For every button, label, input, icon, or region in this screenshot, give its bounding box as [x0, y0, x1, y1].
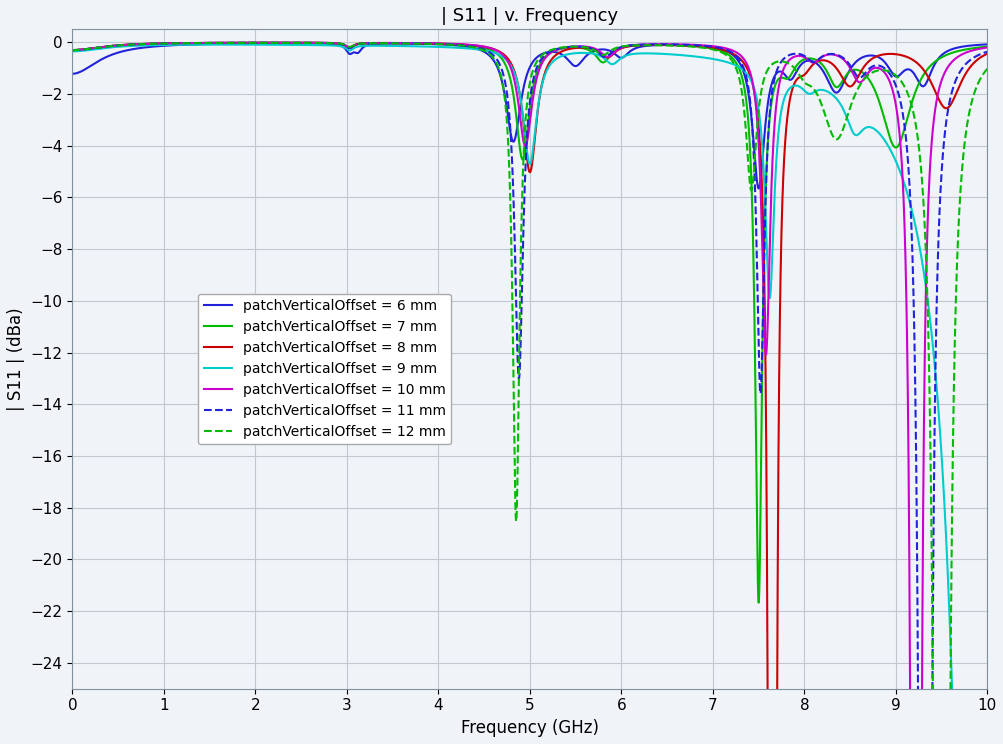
patchVerticalOffset = 7 mm	[415, 39, 427, 48]
patchVerticalOffset = 9 mm	[233, 40, 245, 49]
patchVerticalOffset = 8 mm	[66, 45, 78, 54]
Line: patchVerticalOffset = 12 mm: patchVerticalOffset = 12 mm	[72, 43, 986, 744]
patchVerticalOffset = 6 mm	[415, 39, 427, 48]
patchVerticalOffset = 9 mm	[818, 86, 830, 95]
patchVerticalOffset = 11 mm	[748, 193, 760, 202]
patchVerticalOffset = 11 mm	[661, 40, 673, 49]
patchVerticalOffset = 7 mm	[980, 42, 992, 51]
Line: patchVerticalOffset = 6 mm: patchVerticalOffset = 6 mm	[72, 43, 986, 188]
patchVerticalOffset = 10 mm	[615, 43, 627, 52]
patchVerticalOffset = 8 mm	[661, 40, 673, 49]
patchVerticalOffset = 8 mm	[233, 39, 245, 48]
patchVerticalOffset = 6 mm	[615, 54, 627, 62]
patchVerticalOffset = 7 mm	[271, 38, 283, 47]
patchVerticalOffset = 7 mm	[233, 39, 245, 48]
patchVerticalOffset = 12 mm	[818, 109, 830, 118]
Line: patchVerticalOffset = 11 mm: patchVerticalOffset = 11 mm	[72, 42, 986, 744]
patchVerticalOffset = 11 mm	[818, 51, 830, 60]
patchVerticalOffset = 12 mm	[415, 39, 427, 48]
patchVerticalOffset = 7 mm	[748, 377, 760, 386]
patchVerticalOffset = 11 mm	[980, 47, 992, 56]
Line: patchVerticalOffset = 7 mm: patchVerticalOffset = 7 mm	[72, 42, 986, 603]
patchVerticalOffset = 11 mm	[271, 38, 283, 47]
patchVerticalOffset = 6 mm	[233, 39, 245, 48]
patchVerticalOffset = 11 mm	[233, 39, 245, 48]
patchVerticalOffset = 6 mm	[288, 39, 300, 48]
Line: patchVerticalOffset = 9 mm: patchVerticalOffset = 9 mm	[72, 45, 986, 744]
patchVerticalOffset = 7 mm	[66, 45, 78, 54]
patchVerticalOffset = 8 mm	[415, 39, 427, 48]
patchVerticalOffset = 10 mm	[980, 43, 992, 52]
patchVerticalOffset = 6 mm	[748, 159, 760, 168]
patchVerticalOffset = 10 mm	[233, 38, 245, 47]
patchVerticalOffset = 12 mm	[615, 42, 627, 51]
patchVerticalOffset = 10 mm	[276, 38, 288, 47]
patchVerticalOffset = 8 mm	[980, 49, 992, 58]
patchVerticalOffset = 10 mm	[66, 45, 78, 54]
patchVerticalOffset = 6 mm	[980, 40, 992, 49]
patchVerticalOffset = 12 mm	[66, 45, 78, 54]
X-axis label: Frequency (GHz): Frequency (GHz)	[460, 719, 599, 737]
patchVerticalOffset = 7 mm	[615, 43, 627, 52]
patchVerticalOffset = 7 mm	[661, 41, 673, 50]
patchVerticalOffset = 10 mm	[818, 51, 830, 60]
patchVerticalOffset = 6 mm	[66, 69, 78, 78]
patchVerticalOffset = 9 mm	[216, 40, 228, 49]
patchVerticalOffset = 9 mm	[615, 54, 627, 62]
patchVerticalOffset = 8 mm	[272, 38, 284, 47]
Y-axis label: | S11 | (dBa): | S11 | (dBa)	[7, 307, 25, 411]
patchVerticalOffset = 7 mm	[818, 64, 830, 73]
Line: patchVerticalOffset = 10 mm: patchVerticalOffset = 10 mm	[72, 42, 986, 744]
patchVerticalOffset = 9 mm	[748, 88, 760, 97]
patchVerticalOffset = 11 mm	[415, 39, 427, 48]
patchVerticalOffset = 8 mm	[818, 56, 830, 65]
patchVerticalOffset = 12 mm	[748, 147, 760, 155]
patchVerticalOffset = 9 mm	[415, 42, 427, 51]
patchVerticalOffset = 10 mm	[661, 39, 673, 48]
patchVerticalOffset = 11 mm	[615, 42, 627, 51]
patchVerticalOffset = 10 mm	[415, 39, 427, 48]
patchVerticalOffset = 6 mm	[818, 70, 830, 79]
patchVerticalOffset = 12 mm	[980, 64, 992, 73]
patchVerticalOffset = 6 mm	[752, 184, 764, 193]
patchVerticalOffset = 9 mm	[661, 50, 673, 59]
patchVerticalOffset = 11 mm	[66, 45, 78, 54]
patchVerticalOffset = 9 mm	[66, 47, 78, 56]
patchVerticalOffset = 12 mm	[661, 41, 673, 50]
Line: patchVerticalOffset = 8 mm: patchVerticalOffset = 8 mm	[72, 42, 986, 744]
Title: | S11 | v. Frequency: | S11 | v. Frequency	[441, 7, 618, 25]
patchVerticalOffset = 6 mm	[661, 40, 673, 49]
Legend: patchVerticalOffset = 6 mm, patchVerticalOffset = 7 mm, patchVerticalOffset = 8 : patchVerticalOffset = 6 mm, patchVertica…	[198, 294, 450, 444]
patchVerticalOffset = 8 mm	[748, 93, 760, 102]
patchVerticalOffset = 12 mm	[268, 39, 280, 48]
patchVerticalOffset = 7 mm	[752, 598, 764, 607]
patchVerticalOffset = 12 mm	[233, 39, 245, 48]
patchVerticalOffset = 10 mm	[748, 96, 760, 105]
patchVerticalOffset = 8 mm	[615, 44, 627, 53]
